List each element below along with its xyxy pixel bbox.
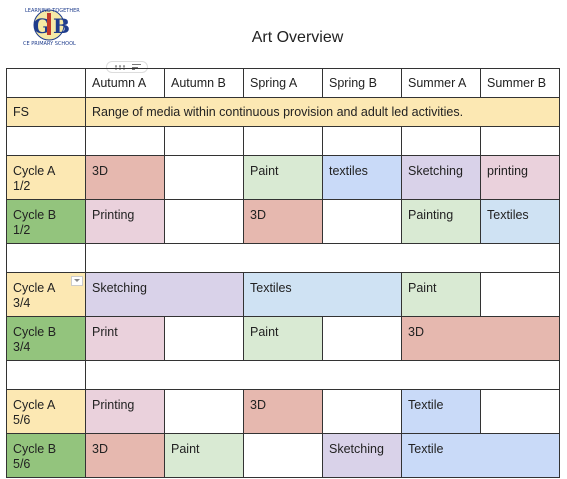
cell[interactable]: Paint	[243, 316, 323, 361]
header-summer-b[interactable]: Summer B	[480, 68, 560, 98]
cycle-b-34-row: Cycle B 3/4 Print Paint 3D	[6, 316, 560, 361]
cell[interactable]: textiles	[322, 155, 402, 200]
cell[interactable]: Textiles	[480, 199, 560, 244]
cycle-b-12-row: Cycle B 1/2 Printing 3D Painting Textile…	[6, 199, 560, 244]
row-label[interactable]: Cycle B 5/6	[6, 433, 86, 478]
cell[interactable]: 3D	[401, 316, 560, 361]
dropdown-arrow-icon[interactable]	[71, 276, 83, 286]
row-label[interactable]: Cycle A 3/4	[6, 272, 86, 317]
cell[interactable]	[164, 389, 244, 434]
row-label[interactable]: Cycle B 3/4	[6, 316, 86, 361]
row-label[interactable]: Cycle B 1/2	[6, 199, 86, 244]
cell[interactable]	[243, 433, 323, 478]
cell[interactable]	[480, 389, 560, 434]
cell[interactable]: Textile	[401, 433, 560, 478]
cell[interactable]: 3D	[85, 433, 165, 478]
header-blank[interactable]	[6, 68, 86, 98]
spacer-row	[6, 126, 560, 156]
cell[interactable]	[322, 199, 402, 244]
cell[interactable]: 3D	[243, 389, 323, 434]
row-label-text: Cycle A 3/4	[13, 281, 56, 310]
logo-initial-b: B	[53, 14, 70, 38]
cell[interactable]: Paint	[164, 433, 244, 478]
header-summer-a[interactable]: Summer A	[401, 68, 481, 98]
spacer-row	[6, 243, 560, 273]
cell[interactable]: 3D	[85, 155, 165, 200]
cycle-b-56-row: Cycle B 5/6 3D Paint Sketching Textile	[6, 433, 560, 478]
svg-text:CE PRIMARY SCHOOL: CE PRIMARY SCHOOL	[23, 41, 76, 47]
cell[interactable]	[322, 389, 402, 434]
sort-icon[interactable]	[131, 64, 141, 70]
svg-text:LEARNING TOGETHER: LEARNING TOGETHER	[25, 8, 80, 14]
cell[interactable]: Printing	[85, 389, 165, 434]
cell[interactable]: Sketching	[322, 433, 402, 478]
cell[interactable]: Paint	[401, 272, 481, 317]
page-title: Art Overview	[251, 29, 344, 46]
drag-handle-icon[interactable]	[113, 64, 126, 70]
cell[interactable]: Printing	[85, 199, 165, 244]
cell[interactable]: Sketching	[85, 272, 244, 317]
cell[interactable]: Painting	[401, 199, 481, 244]
cell[interactable]	[322, 316, 402, 361]
header-row: Autumn A Autumn B Spring A Spring B Summ…	[6, 68, 560, 98]
header-autumn-a[interactable]: Autumn A	[85, 68, 165, 98]
header-spring-b[interactable]: Spring B	[322, 68, 402, 98]
cell[interactable]: printing	[480, 155, 560, 200]
school-logo: G B LEARNING TOGETHER CE PRIMARY SCHOOL	[23, 8, 80, 47]
cell[interactable]: Sketching	[401, 155, 481, 200]
spacer-row	[6, 360, 560, 390]
cell[interactable]	[164, 155, 244, 200]
fs-text[interactable]: Range of media within continuous provisi…	[85, 97, 560, 127]
cell[interactable]	[480, 272, 560, 317]
cell[interactable]: 3D	[243, 199, 323, 244]
cycle-a-12-row: Cycle A 1/2 3D Paint textiles Sketching …	[6, 155, 560, 200]
cell[interactable]: Print	[85, 316, 165, 361]
row-label[interactable]: Cycle A 5/6	[6, 389, 86, 434]
header-spring-a[interactable]: Spring A	[243, 68, 323, 98]
cycle-a-34-row: Cycle A 3/4 Sketching Textiles Paint	[6, 272, 560, 317]
art-overview-table: Autumn A Autumn B Spring A Spring B Summ…	[6, 68, 560, 478]
cell[interactable]: Paint	[243, 155, 323, 200]
fs-label[interactable]: FS	[6, 97, 86, 127]
cell[interactable]	[164, 316, 244, 361]
logo-initial-g: G	[33, 14, 50, 38]
fs-row: FS Range of media within continuous prov…	[6, 97, 560, 127]
header-autumn-b[interactable]: Autumn B	[164, 68, 244, 98]
cell[interactable]	[164, 199, 244, 244]
row-label[interactable]: Cycle A 1/2	[6, 155, 86, 200]
cycle-a-56-row: Cycle A 5/6 Printing 3D Textile	[6, 389, 560, 434]
cell[interactable]: Textiles	[243, 272, 402, 317]
cell[interactable]: Textile	[401, 389, 481, 434]
